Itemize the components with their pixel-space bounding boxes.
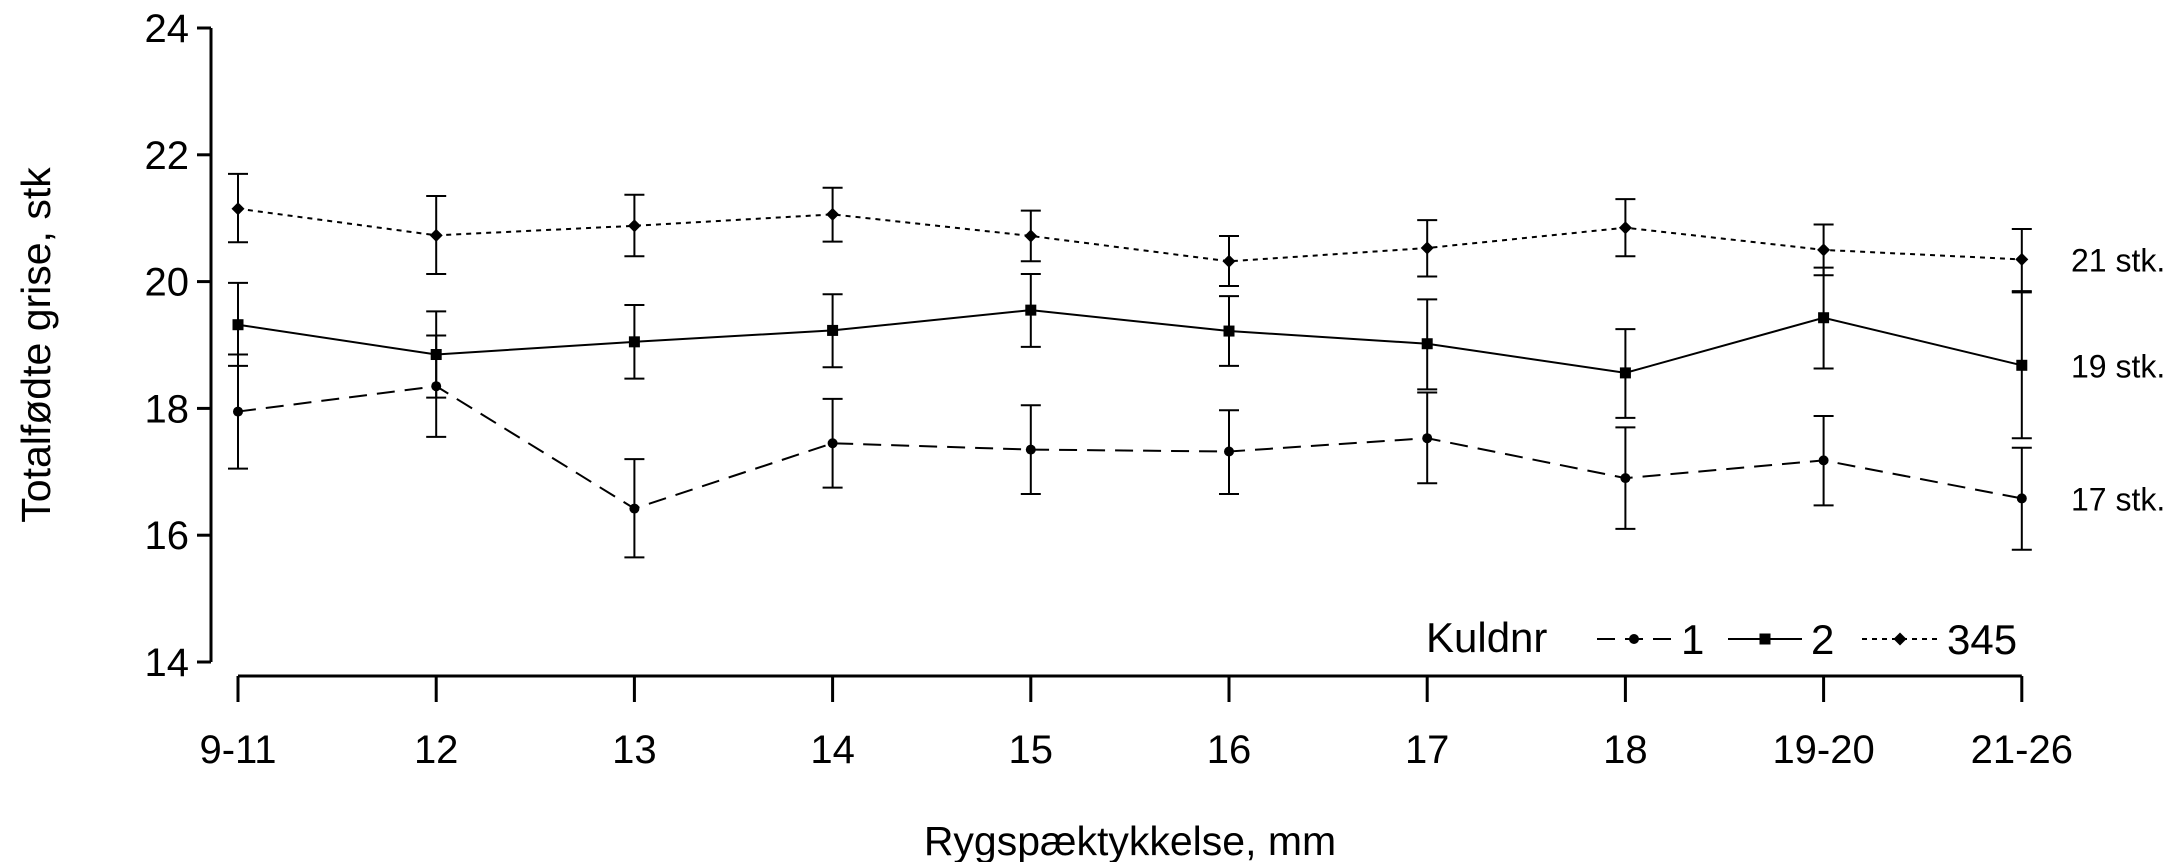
legend-swatch-marker [1629, 634, 1639, 644]
legend-title: Kuldnr [1426, 614, 1547, 661]
data-point [2016, 493, 2027, 504]
legend-label: 345 [1947, 616, 2017, 663]
series-345 [228, 172, 2032, 293]
series-end-label: 19 stk. [2071, 348, 2165, 384]
data-point [1817, 243, 1831, 257]
series-end-label: 17 stk. [2071, 481, 2165, 517]
x-axis-title: Rygspæktykkelse, mm [924, 818, 1336, 862]
y-tick-label: 16 [145, 514, 190, 558]
y-axis-title: Totalfødte grise, stk [13, 167, 59, 523]
series-line [237, 309, 2023, 374]
data-point [1422, 433, 1433, 444]
data-point [1620, 473, 1631, 484]
series-end-label: 21 stk. [2071, 242, 2165, 278]
data-point [233, 406, 243, 417]
x-tick-label: 13 [612, 728, 657, 772]
data-point [1420, 241, 1434, 255]
series-2 [228, 266, 2032, 440]
data-point [429, 228, 443, 242]
legend: Kuldnr 1 2 345 [1426, 614, 2017, 663]
x-tick-label: 14 [810, 728, 855, 772]
y-axis: 14 16 18 20 22 24 [145, 7, 213, 685]
data-point [1421, 338, 1433, 350]
series-line [237, 207, 2022, 263]
x-tick-label: 16 [1207, 728, 1252, 772]
x-axis: 9-11 12 13 14 15 16 17 18 19-20 21-26 [199, 674, 2073, 772]
data-point [1024, 229, 1038, 243]
data-point [2015, 252, 2029, 266]
y-tick-label: 24 [145, 7, 190, 51]
data-point [627, 219, 641, 233]
data-point [827, 438, 838, 449]
data-point [232, 319, 244, 331]
data-point [430, 349, 442, 361]
data-point [231, 202, 245, 216]
data-point [628, 336, 640, 348]
data-point [1818, 312, 1830, 324]
data-point [2016, 359, 2028, 371]
legend-item-1: 1 [1597, 616, 1704, 663]
legend-label: 1 [1681, 616, 1704, 663]
x-tick-label: 17 [1405, 728, 1450, 772]
data-point [1025, 304, 1037, 316]
x-tick-label: 12 [414, 728, 459, 772]
data-point [827, 324, 839, 336]
data-point [1618, 221, 1632, 235]
data-point [1224, 446, 1234, 457]
y-tick-label: 20 [145, 261, 190, 305]
legend-item-2: 2 [1728, 616, 1834, 663]
x-tick-label: 21-26 [1971, 728, 2073, 772]
series-end-labels: 17 stk. 19 stk. 21 stk. [2071, 242, 2165, 517]
legend-item-345: 345 [1862, 616, 2017, 663]
legend-label: 2 [1811, 616, 1834, 663]
x-tick-label: 9-11 [199, 728, 276, 772]
x-tick-label: 15 [1009, 728, 1054, 772]
y-tick-label: 22 [145, 134, 190, 178]
data-point [1223, 325, 1235, 337]
legend-swatch-marker [1893, 632, 1907, 646]
data-point [1222, 254, 1236, 268]
plot-area [228, 172, 2032, 559]
data-point [1818, 455, 1829, 466]
data-point [1619, 367, 1631, 379]
x-tick-label: 19-20 [1772, 728, 1874, 772]
y-tick-label: 14 [145, 641, 190, 685]
y-tick-label: 18 [145, 387, 190, 431]
data-point [826, 207, 840, 221]
data-point [629, 503, 640, 514]
x-tick-label: 18 [1603, 728, 1648, 772]
data-point [1025, 444, 1036, 455]
legend-swatch-marker [1759, 633, 1771, 645]
series-line [237, 385, 2022, 510]
series-1 [228, 334, 2032, 559]
